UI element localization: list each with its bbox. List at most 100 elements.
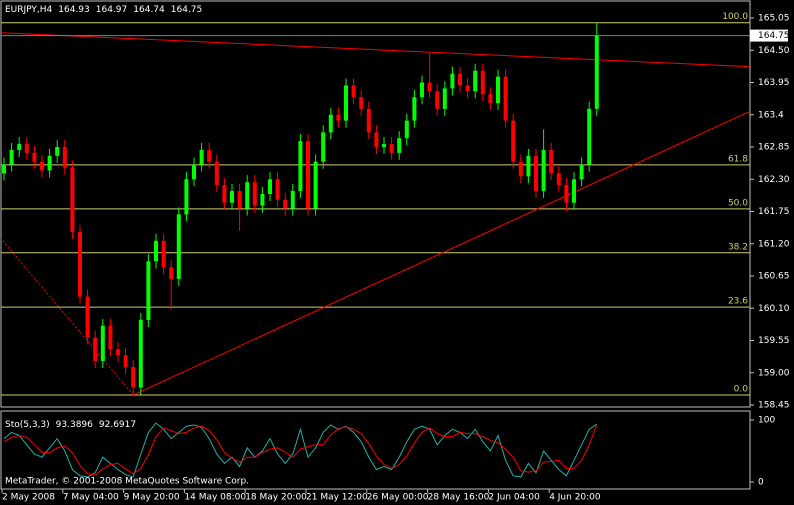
quote: 164.97 [96,5,128,15]
candle-body [214,161,219,186]
x-tick-label: 18 May 20:00 [245,493,307,503]
fibo-label: 23.6 [728,297,748,307]
x-tick-label: 26 May 00:00 [367,493,429,503]
copyright: MetaTrader, © 2001-2008 MetaQuotes Softw… [5,477,249,487]
candle-body [427,82,432,92]
y-tick-label: 158.45 [758,401,790,411]
candle-body [564,185,569,203]
candle-body [344,85,348,121]
candle-body [412,97,417,121]
y-tick-label: 160.10 [758,304,790,314]
candle-body [32,152,37,162]
candle-body [70,167,75,233]
candle-body [450,73,455,89]
candle-body [503,76,508,121]
candle-body [351,85,356,98]
quote: 164.74 [133,5,165,15]
y-tick-label: 159.55 [758,336,790,346]
candle-body [123,355,128,367]
candle-body [404,120,409,139]
candle-body [587,108,592,165]
candle-body [579,164,584,180]
candle-body [298,141,303,191]
candle-body [154,240,158,262]
indicator-title-part: 92.6917 [99,420,136,430]
y-tick-label: 165.05 [758,14,790,24]
y-tick-label: 163.95 [758,78,790,88]
candle-body [488,94,493,104]
candle-body [62,147,67,168]
candle-body [146,261,151,320]
candle-body [306,141,310,209]
trendline [1,32,749,68]
y-tick-label: 162.85 [758,143,790,153]
candle-body [518,161,523,177]
x-tick-label: 14 May 08:00 [184,493,246,503]
indicator-title-part: Sto(5,3,3) [5,420,50,430]
candle-body [458,73,462,86]
candle-body [321,132,326,162]
indicator-line [3,422,598,478]
candle-body [549,149,554,174]
y-tick-label: 160.65 [758,272,790,282]
candle-body [594,35,599,109]
fibo-label: 0.0 [734,385,749,395]
candle-body [9,149,14,165]
quote: 164.75 [171,5,203,15]
indicator-plot [3,422,598,478]
candle-body [138,319,143,388]
main-plot [1,22,750,396]
indicator-title: Sto(5,3,3) 93.3896 92.6917 [5,420,136,430]
trendline [132,111,750,396]
price-label: 164.75 [758,31,790,41]
candle-body [465,85,470,92]
candle-body [169,267,174,279]
y-tick-label: 164.50 [758,46,790,56]
fibo-label: 61.8 [728,154,748,164]
candle-body [435,91,440,109]
candle-body [230,190,234,203]
x-tick-label: 28 May 16:00 [428,493,490,503]
y-tick-label: 162.30 [758,175,790,185]
candle-body [473,70,478,92]
y-tick-label: 163.4 [758,110,784,120]
candle-body [100,325,105,362]
fibo-label: 50.0 [728,198,748,208]
y-tick-label: 161.20 [758,239,790,249]
candle-body [268,179,272,194]
candle-body [359,97,364,109]
candle-body [245,182,250,209]
candle-body [131,366,136,388]
candle-body [55,147,60,156]
candle-body [496,76,500,104]
symbol: EURJPY,H4 [5,5,53,15]
candle-body [2,164,6,174]
candle-body [366,108,371,133]
candle-body [374,132,379,147]
candle-body [17,144,22,150]
candle-body [336,114,341,121]
candle-body [283,199,288,209]
candle-body [480,70,485,95]
candle-body [572,179,576,203]
candle-body [161,240,166,268]
candle-body [397,138,402,153]
x-tick-label: 7 May 04:00 [63,493,119,503]
candle-body [420,82,424,98]
labels: EURJPY,H4 164.93 164.97 164.74 164.75 165.05 1… [1,5,790,503]
indicator-tick-label: 0 [758,478,764,488]
candle-body [85,296,90,338]
candle-body [78,232,82,297]
x-tick-label: 2 Jun 04:00 [488,493,540,503]
x-tick-label: 4 Jun 20:00 [549,493,601,503]
x-tick-label: 21 May 12:00 [306,493,368,503]
y-tick-label: 159.00 [758,368,790,378]
candle-body [108,325,113,350]
candle-body [222,185,227,203]
header: EURJPY,H4 164.93 164.97 164.74 164.75 [5,5,202,15]
candle-body [184,179,189,215]
candle-body [526,155,531,177]
main-panel [0,0,751,408]
candle-body [442,88,447,109]
